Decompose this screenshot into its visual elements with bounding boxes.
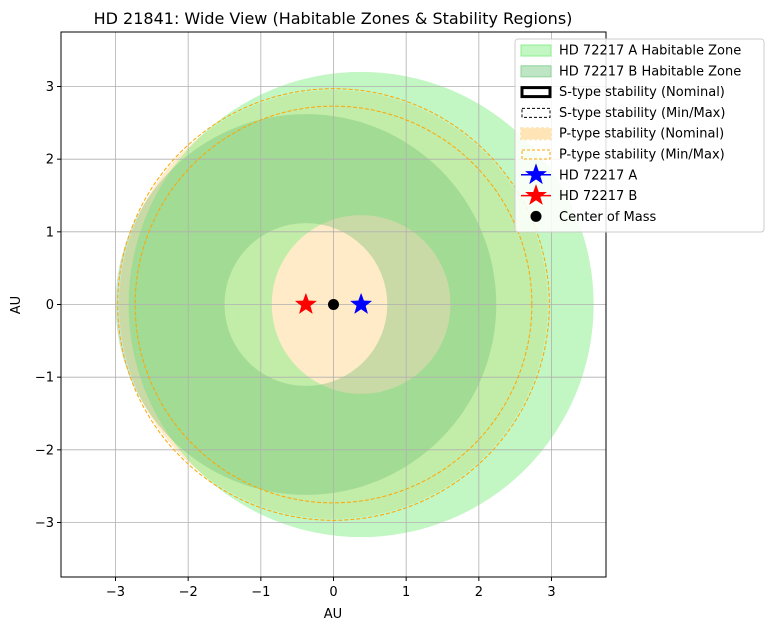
legend-label: P-type stability (Nominal) [559, 127, 724, 142]
p-type-boundaries [117, 88, 550, 521]
legend-handle-hz-a [520, 44, 552, 57]
chart-title: HD 21841: Wide View (Habitable Zones & S… [94, 9, 573, 28]
y-tick-label: −2 [35, 443, 54, 458]
legend-handle-star-b [525, 184, 547, 205]
axis-ticks: −3 −2 −1 0 1 2 3 −3 −2 −1 0 1 2 3 [35, 80, 556, 600]
p-type-min-boundary [134, 105, 533, 504]
x-tick-label: −3 [106, 585, 125, 600]
legend-label: P-type stability (Min/Max) [559, 148, 725, 163]
habitable-zone-b [115, 114, 497, 495]
x-tick-label: 3 [547, 585, 555, 600]
y-tick-label: −3 [35, 516, 54, 531]
p-type-max-boundary [117, 88, 550, 521]
legend: HD 72217 A Habitable Zone HD 72217 B Habi… [514, 38, 765, 233]
habitable-zone-a [128, 71, 594, 538]
legend-handle-star-a [525, 163, 547, 185]
legend-label: S-type stability (Nominal) [559, 85, 725, 100]
legend-handle-s-minmax [521, 107, 551, 118]
legend-handle-hz-b [520, 65, 552, 78]
center-of-mass-marker [328, 299, 339, 310]
x-tick-label: −1 [251, 585, 270, 600]
legend-label: HD 72217 B Habitable Zone [559, 64, 741, 79]
y-axis-label: AU [9, 296, 24, 314]
legend-label: S-type stability (Min/Max) [559, 106, 725, 121]
legend-handle-p-nominal [520, 127, 552, 141]
y-tick-label: −1 [35, 371, 54, 386]
x-tick-label: 0 [329, 585, 337, 600]
y-tick-label: 2 [46, 153, 54, 168]
y-tick-label: 1 [46, 225, 54, 240]
legend-label: HD 72217 B [559, 189, 637, 204]
star-b-marker [294, 292, 318, 314]
legend-label: Center of Mass [559, 210, 657, 225]
y-tick-label: 0 [46, 298, 54, 313]
x-tick-label: −2 [179, 585, 198, 600]
star-markers [294, 292, 373, 314]
legend-handle-com [530, 210, 542, 222]
x-tick-label: 1 [402, 585, 410, 600]
legend-label: HD 72217 A [559, 168, 637, 183]
star-a-marker [349, 292, 373, 314]
legend-handle-s-nominal [520, 86, 552, 99]
x-axis-label: AU [324, 607, 342, 622]
x-tick-label: 2 [475, 585, 483, 600]
legend-handle-p-minmax [521, 149, 551, 160]
legend-box [514, 38, 765, 233]
legend-label: HD 72217 A Habitable Zone [559, 44, 741, 59]
y-tick-label: 3 [46, 80, 54, 95]
